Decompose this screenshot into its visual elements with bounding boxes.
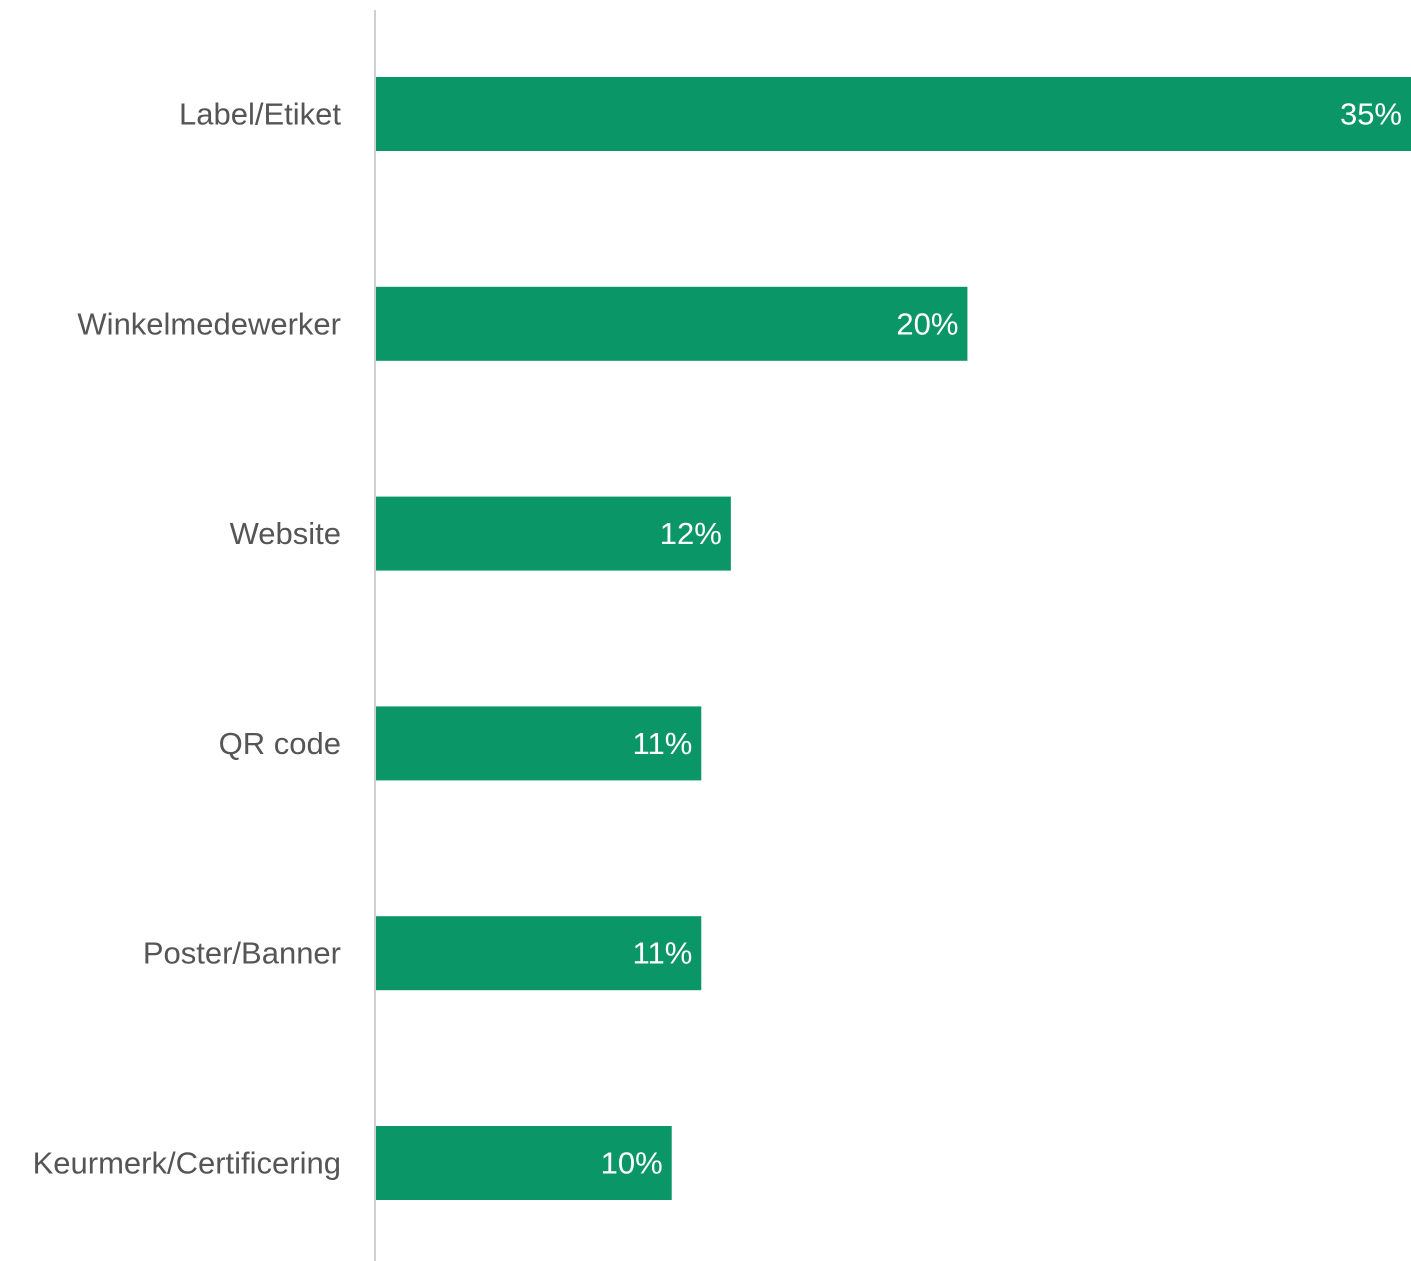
category-labels-group: Label/Etiket Winkelmedewerker Website QR co…: [33, 97, 342, 1181]
category-label-4: Poster/Banner: [143, 936, 341, 971]
category-label-0: Label/Etiket: [179, 97, 341, 132]
category-label-2: Website: [230, 516, 341, 551]
value-labels-group: 35% 20% 12% 11% 11% 10%: [601, 97, 1402, 1181]
value-label-3: 11%: [633, 726, 693, 761]
category-label-1: Winkelmedewerker: [77, 306, 341, 341]
value-label-0: 35%: [1340, 97, 1402, 132]
value-label-2: 12%: [660, 516, 722, 551]
bar-1: [376, 286, 968, 361]
bar-4: [376, 916, 702, 991]
bar-5: [376, 1126, 672, 1200]
category-label-3: QR code: [219, 726, 341, 761]
category-label-5: Keurmerk/Certificering: [33, 1146, 341, 1181]
bar-0: [376, 77, 1411, 151]
bar-3: [376, 706, 702, 781]
value-label-5: 10%: [601, 1146, 663, 1181]
bars-group: [376, 77, 1411, 1200]
value-label-4: 11%: [633, 936, 693, 971]
bar-2: [376, 496, 731, 571]
value-label-1: 20%: [896, 306, 958, 341]
